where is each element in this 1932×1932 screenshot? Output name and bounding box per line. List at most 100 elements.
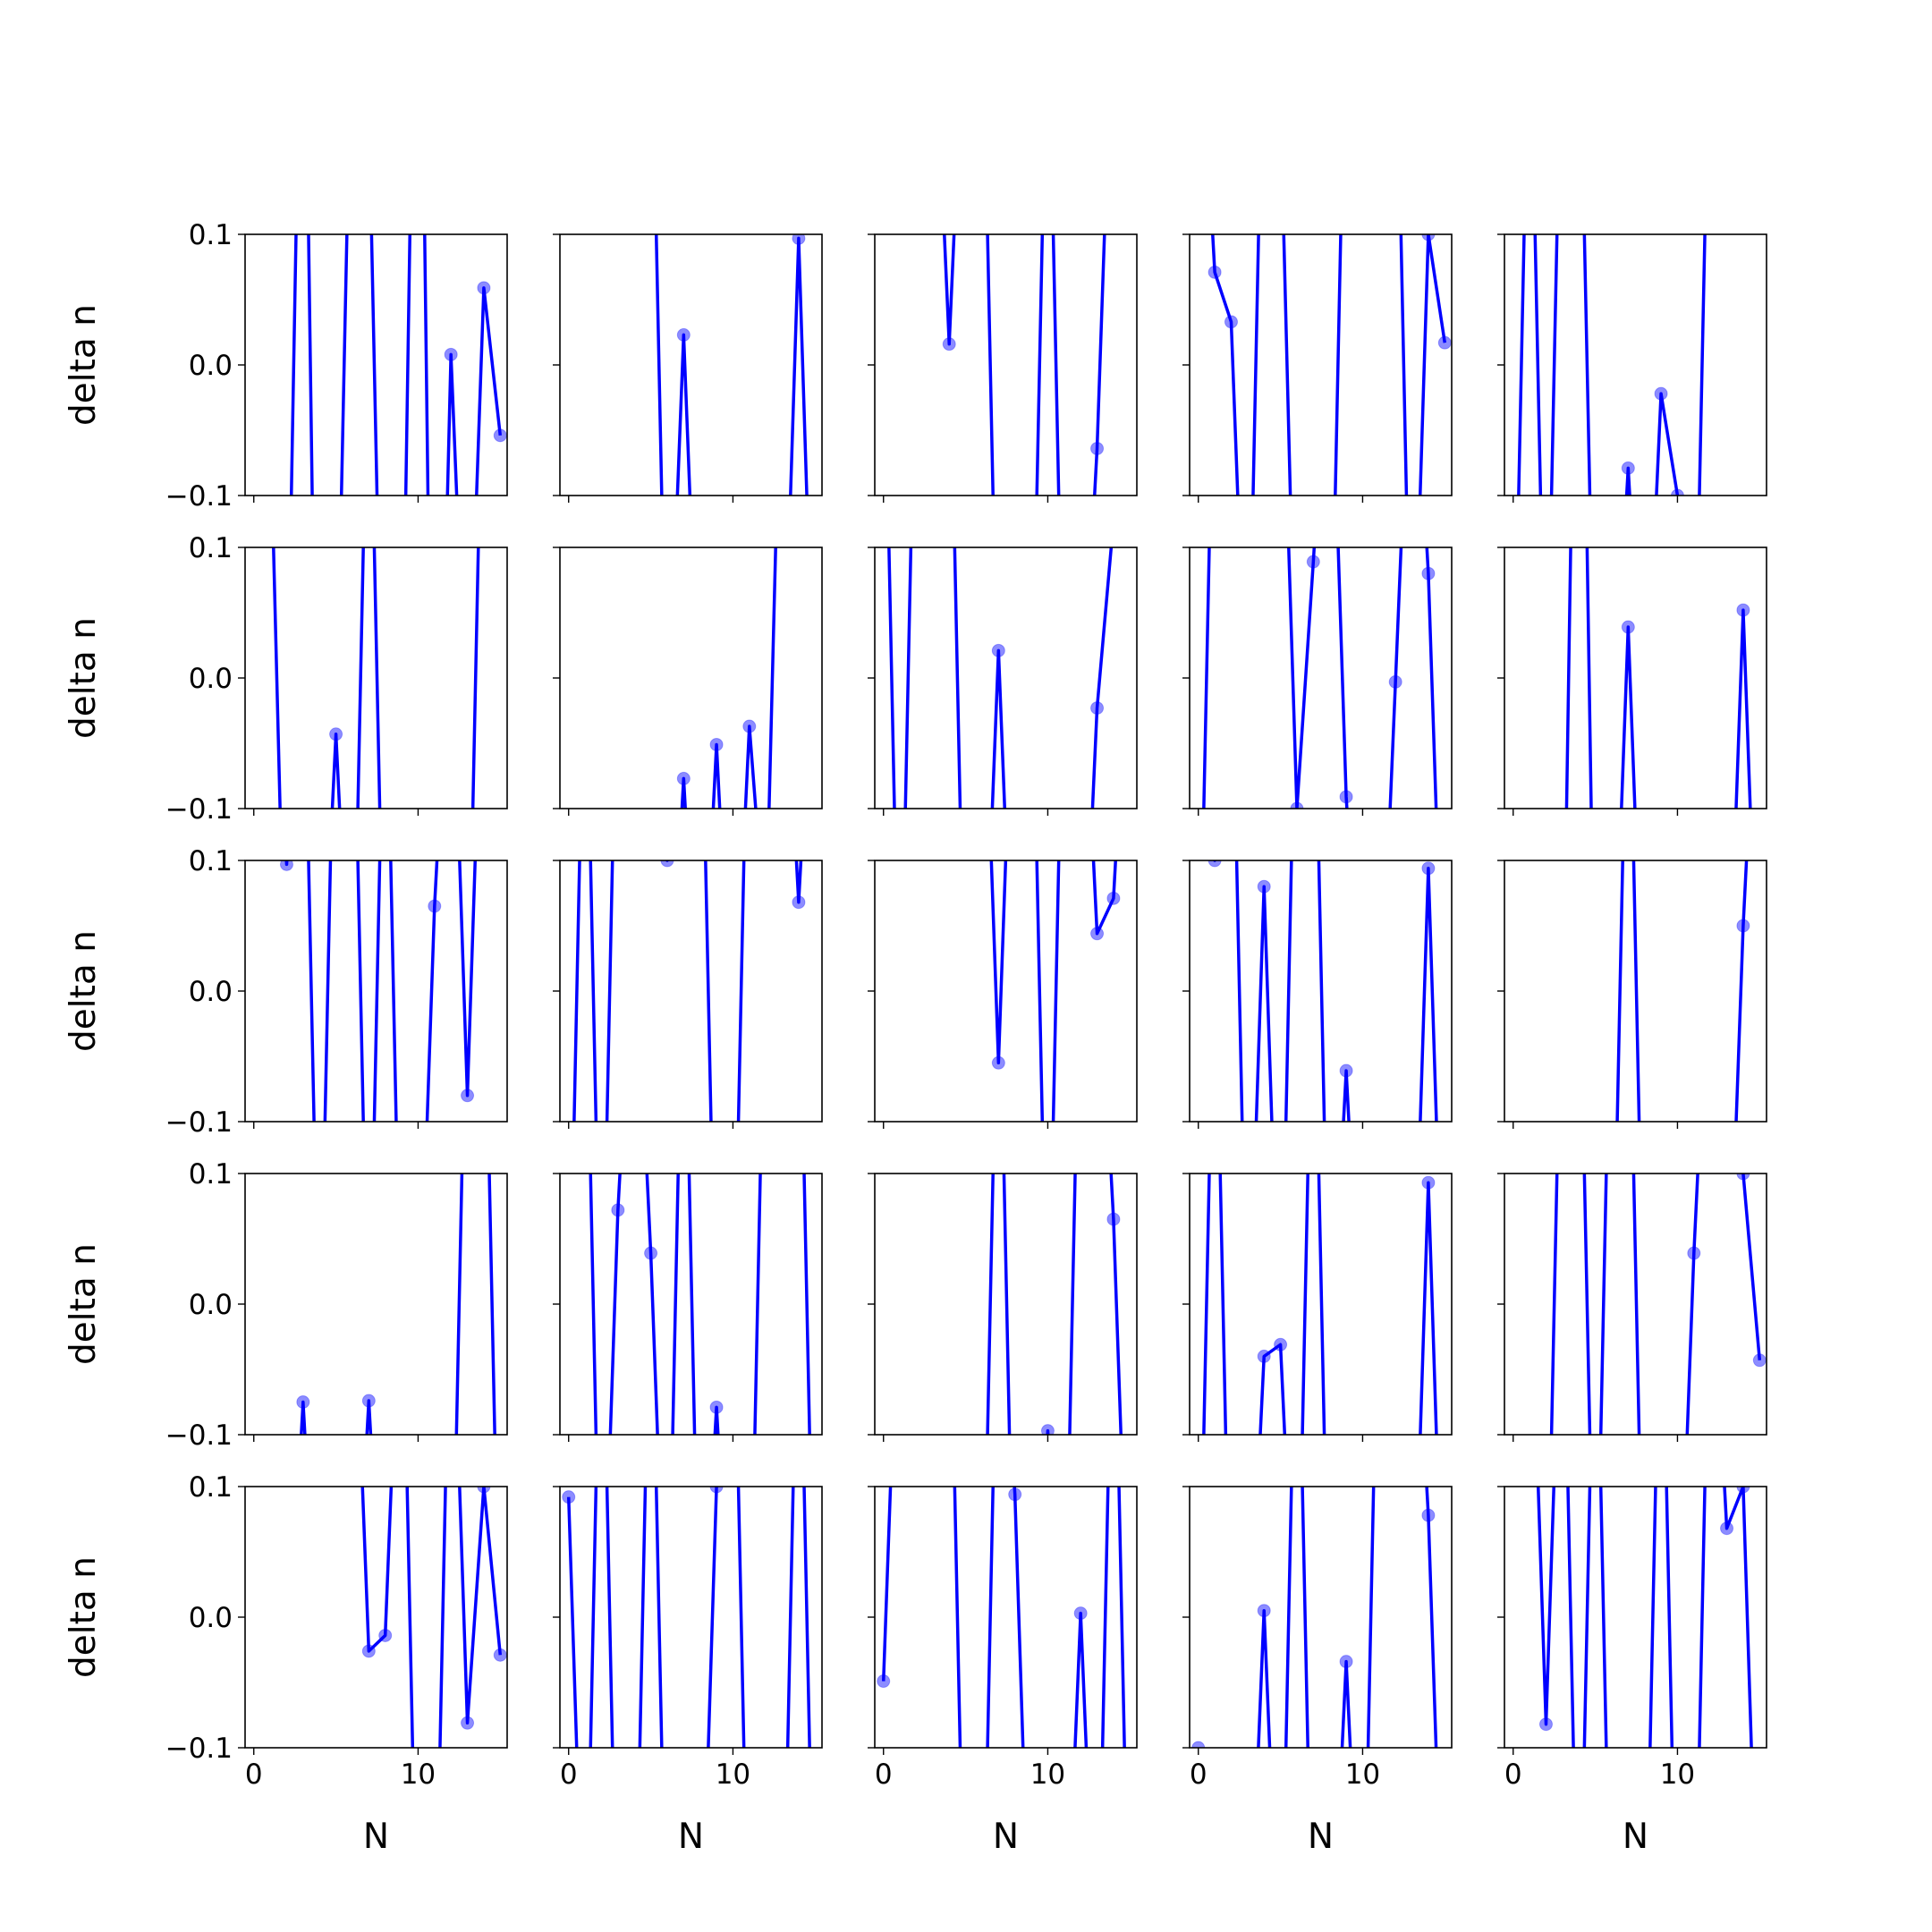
y-tick-label: −0.1 <box>165 793 233 826</box>
data-point <box>361 1644 376 1658</box>
data-point <box>759 933 772 945</box>
data-point <box>1074 1063 1087 1076</box>
data-point <box>1556 906 1569 919</box>
data-point <box>976 1690 988 1702</box>
plot-area <box>1208 234 1452 496</box>
data-point <box>1671 1377 1683 1389</box>
data-point <box>792 234 806 245</box>
data-point <box>1307 906 1319 919</box>
data-point <box>1009 1063 1021 1076</box>
data-point <box>1688 750 1700 763</box>
data-point <box>1421 234 1436 242</box>
data-point <box>809 1690 821 1702</box>
data-point <box>726 1377 739 1389</box>
data-point <box>960 593 972 606</box>
data-point <box>297 1219 309 1232</box>
data-point <box>1438 1063 1451 1076</box>
data-point <box>743 1690 756 1702</box>
subplot <box>1497 906 1767 1702</box>
data-point <box>1406 1690 1419 1702</box>
data-point <box>1421 566 1436 580</box>
axes-frame <box>1189 547 1453 809</box>
data-point <box>1041 1063 1054 1076</box>
data-point <box>1106 891 1121 905</box>
data-point <box>411 1377 424 1389</box>
data-point <box>1589 1063 1602 1076</box>
x-tick-label: 10 <box>1660 1758 1695 1791</box>
data-point <box>1704 1377 1716 1389</box>
data-point <box>910 1219 922 1232</box>
data-point <box>661 1690 674 1702</box>
data-point <box>279 860 293 871</box>
y-tick-label: 0.1 <box>189 532 233 564</box>
data-point <box>297 1063 309 1076</box>
data-point <box>809 750 821 763</box>
data-point <box>1704 906 1716 919</box>
data-point <box>1721 906 1733 919</box>
data-point <box>1589 1219 1602 1232</box>
data-point <box>943 1690 955 1702</box>
data-point <box>1324 280 1336 292</box>
data-point <box>694 1063 707 1076</box>
x-tick-label: 10 <box>716 1758 750 1791</box>
data-point <box>1107 515 1120 528</box>
axes-frame <box>874 1486 1138 1749</box>
y-tick-label: 0.0 <box>189 1602 233 1634</box>
data-point <box>1025 1690 1038 1702</box>
data-point <box>1670 488 1684 496</box>
data-point <box>313 1690 326 1702</box>
data-point <box>1655 1063 1667 1076</box>
subplot <box>553 547 823 1076</box>
y-tick-label: 0.0 <box>189 350 233 382</box>
data-point <box>910 1690 922 1702</box>
data-point <box>579 1063 591 1076</box>
data-point <box>1621 620 1635 634</box>
data-point <box>280 1690 292 1702</box>
data-point <box>1373 1690 1385 1702</box>
subplot <box>1182 280 1453 1076</box>
x-axis-label: N <box>1308 1817 1334 1857</box>
data-point <box>644 1246 658 1260</box>
data-point <box>776 750 789 763</box>
data-point <box>445 1063 457 1076</box>
data-point <box>461 1089 475 1103</box>
data-point <box>927 280 939 292</box>
data-point <box>1339 1063 1353 1078</box>
plot-area <box>1208 860 1438 1122</box>
data-point <box>313 1377 326 1389</box>
data-point <box>1306 555 1320 569</box>
subplot: 0 10 N <box>1182 1219 1453 1857</box>
data-point <box>1671 1690 1683 1702</box>
plot-area <box>1536 1219 1753 1748</box>
data-point <box>1556 1219 1569 1232</box>
data-point <box>346 1690 359 1702</box>
data-point <box>1421 861 1436 876</box>
data-point <box>927 1690 939 1702</box>
data-point <box>894 1063 906 1076</box>
data-point <box>595 1219 607 1232</box>
plot-area <box>1517 234 1707 763</box>
plot-area <box>279 593 477 1389</box>
y-tick-label: 0.0 <box>189 663 233 695</box>
data-point <box>694 750 707 763</box>
data-point <box>346 1063 359 1076</box>
data-point <box>379 1690 392 1702</box>
subplot <box>1182 233 1453 503</box>
plot-area <box>960 593 1121 1122</box>
subplot <box>553 1173 823 1702</box>
data-point <box>1655 1219 1667 1232</box>
data-point <box>346 1219 359 1232</box>
data-point <box>1008 1487 1022 1502</box>
x-tick-label: 10 <box>1030 1758 1065 1791</box>
data-point <box>297 593 309 606</box>
data-point <box>1192 1063 1205 1076</box>
data-point <box>280 750 292 763</box>
axes-frame <box>559 547 823 809</box>
data-point <box>1291 1690 1303 1702</box>
data-point <box>1257 1349 1271 1363</box>
subplot <box>868 906 1138 1702</box>
data-point <box>1606 1377 1618 1389</box>
data-point <box>1389 1219 1402 1232</box>
data-point <box>1074 906 1087 919</box>
data-point <box>1589 1690 1602 1702</box>
